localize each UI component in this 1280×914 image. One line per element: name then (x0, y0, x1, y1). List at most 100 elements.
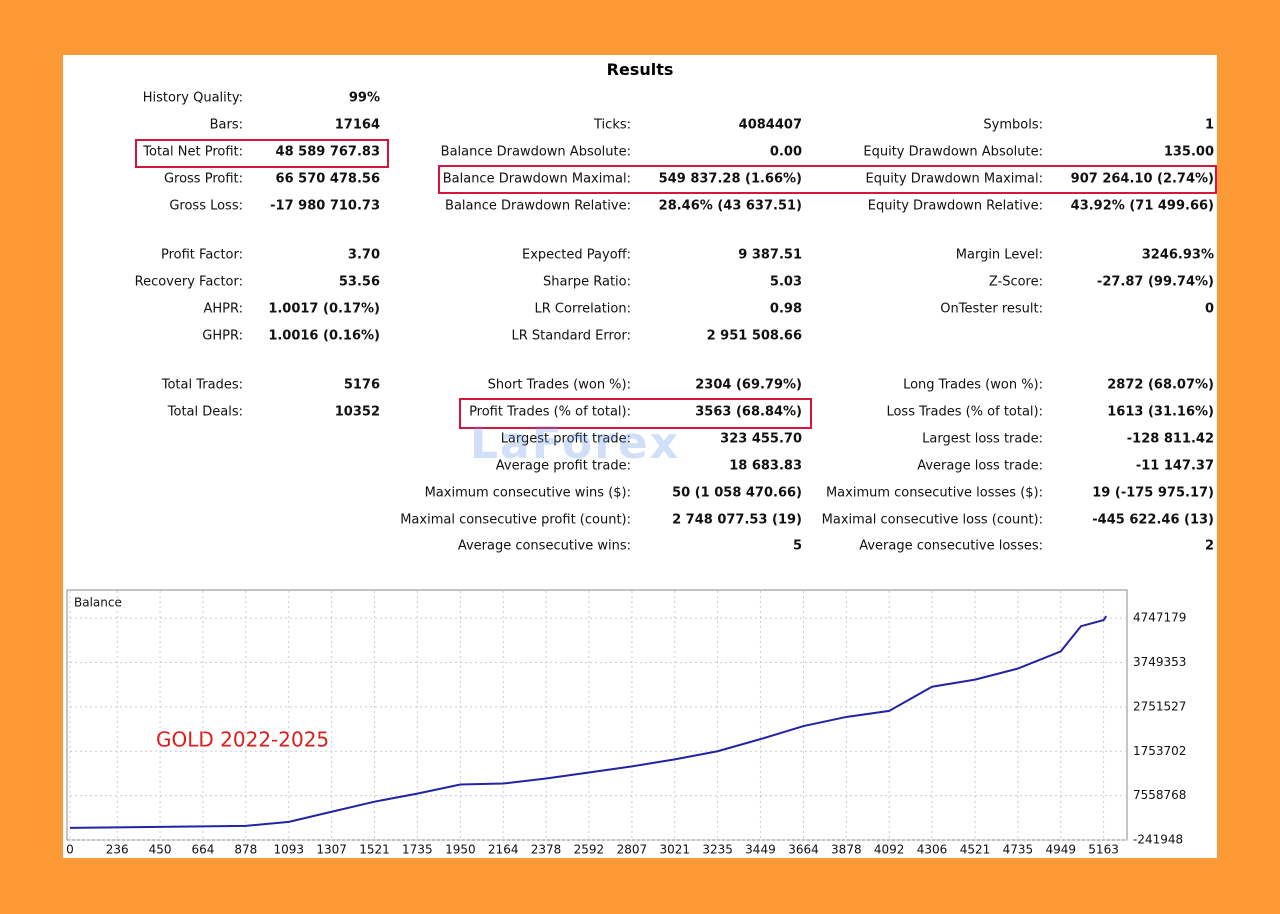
stat-label: Loss Trades (% of total): (886, 404, 1043, 420)
stat-label: Bars: (209, 117, 243, 133)
x-tick-label: 1307 (316, 843, 347, 857)
x-tick-label: 3235 (702, 843, 733, 857)
chart-annotation: GOLD 2022-2025 (156, 728, 329, 752)
stat-value: 9 387.51 (738, 247, 802, 263)
stat-label: Total Deals: (167, 404, 243, 420)
stat-value: 2 (1204, 538, 1214, 554)
x-tick-label: 2807 (617, 843, 648, 857)
stat-value: 18 683.83 (729, 458, 802, 474)
stat-value: 2 748 077.53 (19) (672, 512, 802, 528)
stat-value: -27.87 (99.74%) (1096, 274, 1214, 290)
x-tick-label: 3449 (745, 843, 776, 857)
stat-value: 3563 (68.84%) (695, 404, 802, 420)
stat-label: Maximal consecutive loss (count): (821, 512, 1043, 528)
stat-value: 1.0017 (0.17%) (268, 301, 380, 317)
stat-value: 5.03 (769, 274, 802, 290)
x-tick-label: 0 (66, 843, 74, 857)
stat-value: -11 147.37 (1135, 458, 1214, 474)
stat-value: 48 589 767.83 (275, 144, 380, 160)
stat-label: Largest profit trade: (500, 431, 631, 447)
stat-label: Margin Level: (955, 247, 1043, 263)
y-tick-label: 2751527 (1133, 699, 1186, 713)
stat-label: Gross Loss: (169, 198, 243, 214)
watermark: LaForex (470, 418, 681, 469)
stat-label: Total Trades: (161, 377, 243, 393)
stat-label: Z-Score: (988, 274, 1043, 290)
stat-value: 17164 (334, 117, 380, 133)
x-tick-label: 3878 (831, 843, 862, 857)
stat-label: Largest loss trade: (922, 431, 1043, 447)
balance-line (69, 615, 1108, 829)
stat-label: Equity Drawdown Absolute: (863, 144, 1043, 160)
stat-label: Recovery Factor: (134, 274, 243, 290)
stat-label: Profit Trades (% of total): (469, 404, 631, 420)
stat-value: 1 (1204, 117, 1214, 133)
stat-label: Average consecutive wins: (457, 538, 631, 554)
x-tick-label: 878 (234, 843, 257, 857)
y-tick-label: 3749353 (1133, 655, 1186, 669)
x-tick-label: 1950 (445, 843, 476, 857)
highlight-box (438, 165, 1217, 194)
stat-value: 2304 (69.79%) (695, 377, 802, 393)
stat-label: GHPR: (202, 328, 243, 344)
stat-label: History Quality: (142, 90, 243, 106)
stat-value: 3.70 (347, 247, 380, 263)
stat-value: 5176 (343, 377, 380, 393)
stat-value: 43.92% (71 499.66) (1070, 198, 1214, 214)
stat-label: Maximal consecutive profit (count): (400, 512, 631, 528)
stat-label: Symbols: (983, 117, 1043, 133)
stat-value: 549 837.28 (1.66%) (658, 171, 802, 187)
stat-label: Total Net Profit: (143, 144, 243, 160)
stat-value: 2 951 508.66 (706, 328, 802, 344)
x-tick-label: 4521 (960, 843, 991, 857)
stat-label: Balance Drawdown Absolute: (440, 144, 631, 160)
x-tick-label: 2592 (574, 843, 605, 857)
x-tick-label: 2164 (488, 843, 519, 857)
x-tick-label: 3021 (659, 843, 690, 857)
stat-label: OnTester result: (940, 301, 1043, 317)
stat-label: Gross Profit: (163, 171, 243, 187)
y-tick-label: -241948 (1133, 833, 1183, 847)
stat-label: Profit Factor: (161, 247, 243, 263)
stat-value: 53.56 (338, 274, 380, 290)
stat-label: Average loss trade: (917, 458, 1043, 474)
stat-value: 2872 (68.07%) (1107, 377, 1214, 393)
stat-value: 19 (-175 975.17) (1092, 485, 1214, 501)
stat-value: -17 980 710.73 (270, 198, 380, 214)
stat-label: Ticks: (594, 117, 631, 133)
stat-label: Balance Drawdown Maximal: (442, 171, 631, 187)
stat-label: Maximum consecutive wins ($): (424, 485, 631, 501)
x-tick-label: 3664 (788, 843, 819, 857)
stat-label: LR Correlation: (534, 301, 631, 317)
stat-value: 0.00 (769, 144, 802, 160)
x-tick-label: 4092 (874, 843, 905, 857)
stat-value: 1613 (31.16%) (1107, 404, 1214, 420)
stat-value: 3246.93% (1141, 247, 1214, 263)
x-tick-label: 1735 (402, 843, 433, 857)
stat-value: 0.98 (769, 301, 802, 317)
stat-label: Expected Payoff: (522, 247, 631, 263)
stat-value: -445 622.46 (13) (1092, 512, 1214, 528)
x-tick-label: 5163 (1088, 843, 1119, 857)
stat-value: 907 264.10 (2.74%) (1070, 171, 1214, 187)
chart-title: Balance (74, 596, 122, 610)
y-tick-label: 4747179 (1133, 611, 1186, 625)
stat-label: LR Standard Error: (511, 328, 631, 344)
stat-label: Short Trades (won %): (487, 377, 631, 393)
highlight-box (459, 398, 812, 429)
x-tick-label: 664 (191, 843, 214, 857)
stat-label: AHPR: (203, 301, 243, 317)
x-tick-label: 4735 (1003, 843, 1034, 857)
stat-value: -128 811.42 (1126, 431, 1214, 447)
stat-value: 1.0016 (0.16%) (268, 328, 380, 344)
stat-label: Sharpe Ratio: (543, 274, 631, 290)
x-tick-label: 236 (106, 843, 129, 857)
stat-value: 66 570 478.56 (275, 171, 380, 187)
stat-label: Long Trades (won %): (903, 377, 1043, 393)
y-tick-label: 1753702 (1133, 744, 1186, 758)
stat-value: 28.46% (43 637.51) (658, 198, 802, 214)
stat-label: Balance Drawdown Relative: (445, 198, 631, 214)
stat-value: 135.00 (1163, 144, 1214, 160)
